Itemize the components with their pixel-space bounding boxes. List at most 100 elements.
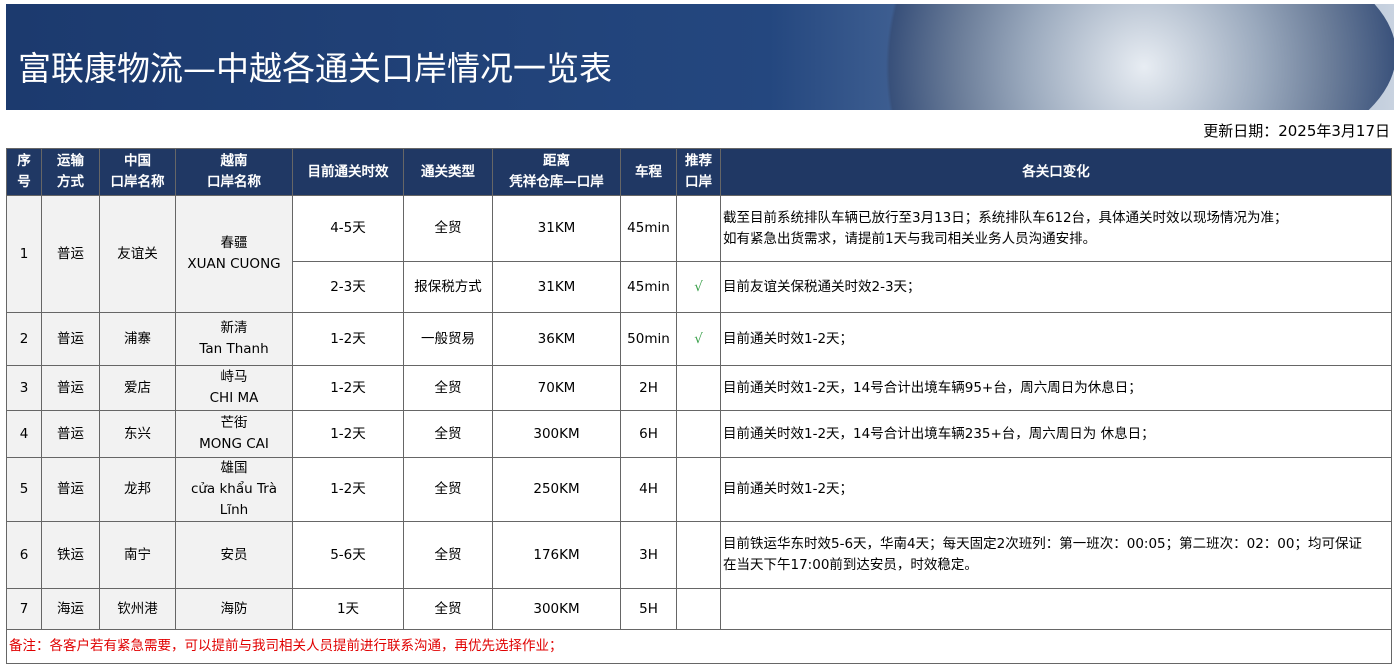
clearance-type: 全贸	[403, 521, 493, 589]
vietnam-port: 海防	[175, 588, 293, 630]
distance: 31KM	[492, 195, 621, 262]
clearance-time: 1-2天	[292, 365, 404, 411]
recommended	[676, 195, 721, 262]
text-line: 目前通关时效	[307, 163, 389, 180]
transport-mode: 铁运	[41, 521, 100, 589]
text-line: 雄国	[220, 460, 248, 476]
update-date: 更新日期：2025年3月17日	[1203, 122, 1390, 140]
clearance-type: 全贸	[403, 410, 493, 458]
transport-mode: 普运	[41, 312, 100, 366]
clearance-time: 1-2天	[292, 457, 404, 522]
port-table: 序号运输 方式 中国 口岸名称 越南 口岸名称 目前通关时效 通关类型 距离 凭祥仓库—口岸 车程推…	[6, 148, 1392, 664]
text-line: 芒街	[220, 415, 248, 431]
distance: 31KM	[492, 261, 621, 313]
column-header: 各关口变化	[720, 148, 1392, 196]
text-line: 中国	[124, 153, 151, 169]
vietnam-port: 春疆 XUAN CUONG	[175, 195, 293, 313]
distance: 300KM	[492, 410, 621, 458]
clearance-type: 全贸	[403, 457, 493, 522]
text-line: 车程	[635, 163, 662, 180]
text-line: 目前友谊关保税通关时效2-3天；	[723, 278, 921, 295]
text-line: 凭祥仓库—口岸	[509, 174, 604, 190]
china-port: 东兴	[99, 410, 176, 458]
port-changes: 目前通关时效1-2天；	[720, 457, 1392, 522]
row-number: 4	[6, 410, 42, 458]
column-header: 越南 口岸名称	[175, 148, 293, 196]
china-port: 钦州港	[99, 588, 176, 630]
text-line: 通关类型	[421, 163, 475, 180]
note: 备注：各客户若有紧急需要，可以提前与我司相关人员提前进行联系沟通，再优先选择作业…	[6, 629, 1392, 664]
recommended	[676, 410, 721, 458]
row-number: 1	[6, 195, 42, 313]
clearance-type: 全贸	[403, 365, 493, 411]
clearance-time: 4-5天	[292, 195, 404, 262]
table-row: 6 铁运 南宁 安员 5-6天 全贸 176KM 3H 目前铁运华东时效5-6天，华南4天；每天…	[6, 521, 1392, 589]
text-line: 方式	[57, 174, 84, 190]
clock-graphic	[836, 4, 1394, 110]
row-number: 5	[6, 457, 42, 522]
clearance-time: 2-3天	[292, 261, 404, 313]
port-changes: 目前友谊关保税通关时效2-3天；	[720, 261, 1392, 313]
text-line: 目前铁运华东时效5-6天，华南4天；每天固定2次班列：第一班次：00:05；第二…	[723, 536, 1362, 552]
text-line: 口岸	[685, 174, 712, 190]
china-port: 南宁	[99, 521, 176, 589]
vietnam-port: 雄国 cửa khẩu Trà Lĩnh	[175, 457, 293, 522]
header-row: 序号运输 方式 中国 口岸名称 越南 口岸名称 目前通关时效 通关类型 距离 凭祥仓库—口岸 车程推…	[6, 148, 1392, 196]
text-line: 春疆	[220, 235, 248, 251]
text-line: 截至目前系统排队车辆已放行至3月13日；系统排队车612台，具体通关时效以现场情…	[723, 209, 1288, 226]
distance: 300KM	[492, 588, 621, 630]
distance: 176KM	[492, 521, 621, 589]
text-line: 距离	[543, 153, 570, 169]
clearance-type: 报保税方式	[403, 261, 493, 313]
port-changes: 目前通关时效1-2天，14号合计出境车辆95+台，周六周日为休息日；	[720, 365, 1392, 411]
drive-time: 3H	[620, 521, 677, 589]
vietnam-port: 安员	[175, 521, 293, 589]
vietnam-port: 芒街 MONG CAI	[175, 410, 293, 458]
port-changes	[720, 588, 1392, 630]
text-line: 序	[17, 153, 31, 169]
text-line: Tan Thanh	[199, 341, 269, 357]
row-number: 6	[6, 521, 42, 589]
drive-time: 45min	[620, 261, 677, 313]
clearance-time: 1-2天	[292, 410, 404, 458]
row-number: 7	[6, 588, 42, 630]
drive-time: 6H	[620, 410, 677, 458]
clearance-time: 1-2天	[292, 312, 404, 366]
transport-mode: 普运	[41, 457, 100, 522]
column-header: 通关类型	[403, 148, 493, 196]
vietnam-port: 峙马 CHI MA	[175, 365, 293, 411]
china-port: 浦寨	[99, 312, 176, 366]
port-changes: 目前通关时效1-2天；	[720, 312, 1392, 366]
transport-mode: 普运	[41, 410, 100, 458]
distance: 70KM	[492, 365, 621, 411]
column-header: 推荐 口岸	[676, 148, 721, 196]
text-line: CHI MA	[209, 390, 259, 406]
clearance-type: 一般贸易	[403, 312, 493, 366]
text-line: 口岸名称	[207, 174, 261, 190]
table-row: 2 普运 浦寨 新清 Tan Thanh 1-2天 一般贸易 36KM 50min √ 目前通关时效…	[6, 312, 1392, 366]
distance: 36KM	[492, 312, 621, 366]
text-line: MONG CAI	[199, 436, 269, 452]
text-line: 目前通关时效1-2天；	[723, 330, 854, 347]
table-body: 1 普运 友谊关 春疆 XUAN CUONG 4-5天 全贸 31KM 45min 截至目前系统排…	[6, 195, 1392, 664]
text-line: 安员	[220, 546, 248, 563]
port-changes: 截至目前系统排队车辆已放行至3月13日；系统排队车612台，具体通关时效以现场情…	[720, 195, 1392, 262]
text-line: 在当天下午17:00前到达安员，时效稳定。	[723, 557, 978, 573]
text-line: 如有紧急出货需求，请提前1天与我司相关业务人员沟通安排。	[723, 230, 1097, 247]
column-header: 目前通关时效	[292, 148, 404, 196]
recommended	[676, 457, 721, 522]
column-header: 序号	[6, 148, 42, 196]
text-line: 号	[17, 174, 31, 190]
vietnam-port: 新清 Tan Thanh	[175, 312, 293, 366]
port-changes: 目前通关时效1-2天，14号合计出境车辆235+台，周六周日为 休息日；	[720, 410, 1392, 458]
text-line: 目前通关时效1-2天，14号合计出境车辆235+台，周六周日为 休息日；	[723, 425, 1155, 442]
text-line: 各关口变化	[1022, 163, 1090, 180]
row-number: 2	[6, 312, 42, 366]
text-line: 目前通关时效1-2天，14号合计出境车辆95+台，周六周日为休息日；	[723, 379, 1142, 396]
column-header: 距离凭祥仓库—口岸	[492, 148, 621, 196]
text-line: 海防	[220, 600, 248, 617]
column-header: 车程	[620, 148, 677, 196]
table-row: 4 普运 东兴 芒街 MONG CAI 1-2天 全贸 300KM 6H 目前通关时效1-2天，1…	[6, 410, 1392, 458]
title: 富联康物流—中越各通关口岸情况一览表	[18, 49, 612, 88]
